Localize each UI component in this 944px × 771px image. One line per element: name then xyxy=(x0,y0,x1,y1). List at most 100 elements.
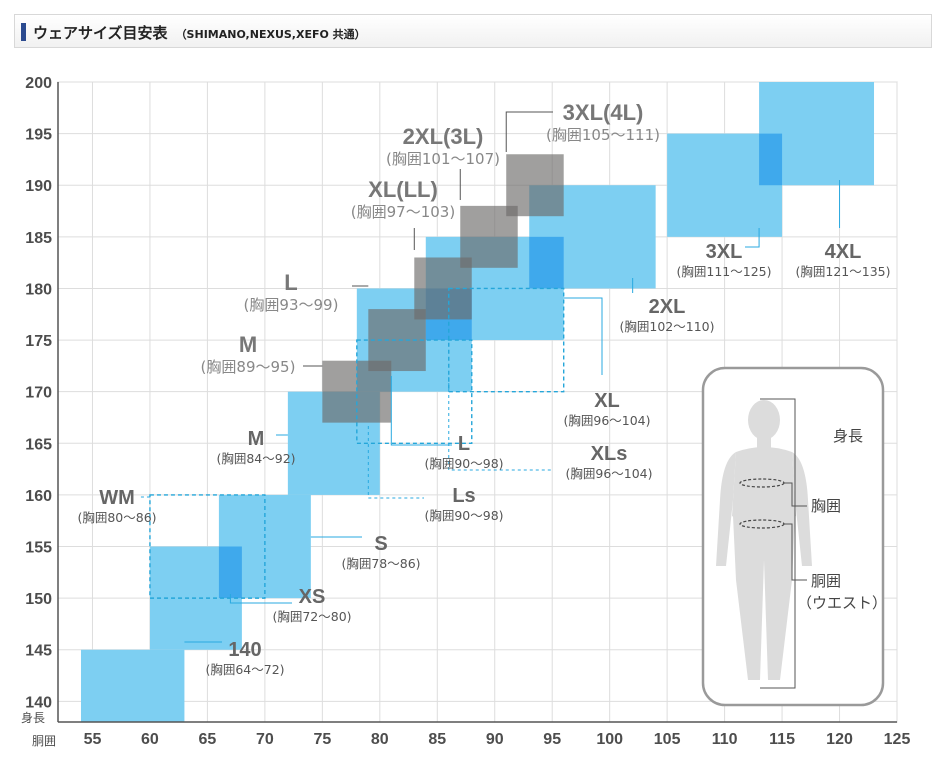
page-title-main: ウェアサイズ目安表 xyxy=(33,24,168,42)
chart-axes: 140 145 150 155 160 165 170 175 180 185 190 195 200 5… xyxy=(21,75,910,748)
page-title-sub: （SHIMANO,NEXUS,XEFO 共通） xyxy=(175,28,366,41)
height-measure-line xyxy=(760,398,796,689)
size-label: L xyxy=(458,433,470,455)
leader-line xyxy=(229,594,292,604)
size-label: XL(LL) xyxy=(368,177,438,202)
x-axis-unit: 胴囲 xyxy=(32,734,56,748)
y-tick-label: 195 xyxy=(25,127,52,144)
size-label: 2XL(3L) xyxy=(403,124,484,149)
title-accent-bar xyxy=(21,23,26,41)
x-tick-label: 105 xyxy=(654,731,681,748)
dashed-size-box-ls xyxy=(356,339,473,444)
size-label: Ls xyxy=(452,485,475,507)
x-tick-label: 110 xyxy=(712,731,738,748)
chest-range-label: (胸囲121～135) xyxy=(796,264,891,279)
y-axis-unit: 身長 xyxy=(21,710,45,725)
chest-range-label: (胸囲84～92) xyxy=(216,451,295,466)
y-tick-label: 140 xyxy=(25,694,52,711)
size-label: S xyxy=(374,533,387,555)
chart-boxes xyxy=(80,82,875,722)
figure-right-arm xyxy=(792,452,812,566)
size-label: 2XL xyxy=(649,296,686,318)
y-tick-label: 170 xyxy=(25,385,52,402)
size-label: WM xyxy=(99,487,135,509)
x-tick-label: 120 xyxy=(826,731,853,748)
size-label: XS xyxy=(299,586,326,608)
y-tick-label: 160 xyxy=(25,488,52,505)
chest-range-label: (胸囲90～98) xyxy=(424,456,503,471)
chest-range-label: (胸囲78～86) xyxy=(341,556,420,571)
x-tick-label: 125 xyxy=(884,731,911,748)
dashed-size-box-wm xyxy=(149,494,266,599)
chart-leaders xyxy=(138,111,841,643)
y-tick-label: 165 xyxy=(25,436,52,453)
x-tick-label: 55 xyxy=(84,731,102,748)
size-box-overlap xyxy=(529,236,564,289)
size-label: L xyxy=(284,270,297,295)
chest-range-label: (胸囲72～80) xyxy=(272,609,351,624)
y-tick-label: 190 xyxy=(25,178,52,195)
x-tick-label: 85 xyxy=(428,731,446,748)
y-tick-label: 180 xyxy=(25,281,52,298)
chest-range-label: (胸囲102～110) xyxy=(620,319,715,334)
leader-line xyxy=(505,111,553,152)
chest-range-label: (胸囲96～104) xyxy=(563,413,650,428)
chest-range-label: (胸囲64～72) xyxy=(205,662,284,677)
leader-line xyxy=(745,228,760,248)
x-tick-label: 80 xyxy=(371,731,389,748)
size-label: 3XL(4L) xyxy=(563,100,644,125)
waist-label: 胴囲 xyxy=(811,572,841,590)
gray-size-box xyxy=(506,154,564,217)
chest-label: 胸囲 xyxy=(811,497,841,515)
size-label: 140 xyxy=(228,639,261,661)
size-label: M xyxy=(248,428,265,450)
size-label: XL xyxy=(594,390,620,412)
y-tick-label: 185 xyxy=(25,230,52,247)
size-label: M xyxy=(239,332,257,357)
leader-line xyxy=(367,426,424,499)
chest-leader-line xyxy=(784,482,807,507)
y-tick-label: 150 xyxy=(25,591,52,608)
chart-labels: 140(胸囲64～72)XS(胸囲72～80)S(胸囲78～86)M(胸囲84～… xyxy=(77,100,890,677)
chest-range-label: (胸囲80～86) xyxy=(77,510,156,525)
y-tick-label: 155 xyxy=(25,540,52,557)
height-label: 身長 xyxy=(833,427,863,445)
chest-range-label: (胸囲93～99) xyxy=(244,296,339,314)
chest-range-label: (胸囲105～111) xyxy=(546,126,660,144)
chest-range-label: (胸囲90～98) xyxy=(424,508,503,523)
size-label: 4XL xyxy=(825,241,862,263)
size-box-140 xyxy=(80,649,185,722)
chest-range-label: (胸囲96～104) xyxy=(565,466,652,481)
x-tick-label: 60 xyxy=(141,731,159,748)
leader-line xyxy=(390,376,452,446)
waist-note-label: （ウエスト） xyxy=(797,594,887,612)
chest-range-label: (胸囲89～95) xyxy=(201,358,296,376)
size-box-overlap xyxy=(759,133,783,186)
size-label: 3XL xyxy=(706,241,743,263)
x-tick-label: 115 xyxy=(769,731,795,748)
chest-range-label: (胸囲101～107) xyxy=(386,150,500,168)
size-label: XLs xyxy=(591,443,628,465)
page-title: ウェアサイズ目安表 （SHIMANO,NEXUS,XEFO 共通） xyxy=(33,22,366,43)
dashed-size-box-xls xyxy=(448,287,565,393)
leader-line xyxy=(563,297,603,375)
x-tick-label: 95 xyxy=(543,731,561,748)
x-tick-label: 100 xyxy=(596,731,623,748)
title-bar: ウェアサイズ目安表 （SHIMANO,NEXUS,XEFO 共通） xyxy=(14,14,932,48)
waist-leader-line xyxy=(784,523,807,581)
x-tick-label: 65 xyxy=(199,731,217,748)
size-box-overlap xyxy=(218,546,242,599)
figure-legs xyxy=(733,516,795,680)
figure-head xyxy=(748,400,780,440)
figure-neck xyxy=(757,436,771,450)
x-tick-label: 70 xyxy=(256,731,274,748)
leader-line xyxy=(448,377,553,471)
figure-left-arm xyxy=(716,452,736,566)
chest-range-label: (胸囲111～125) xyxy=(677,264,772,279)
y-tick-label: 145 xyxy=(25,643,52,660)
chest-range-label: (胸囲97～103) xyxy=(351,203,455,221)
x-tick-label: 90 xyxy=(486,731,504,748)
x-tick-label: 75 xyxy=(313,731,331,748)
